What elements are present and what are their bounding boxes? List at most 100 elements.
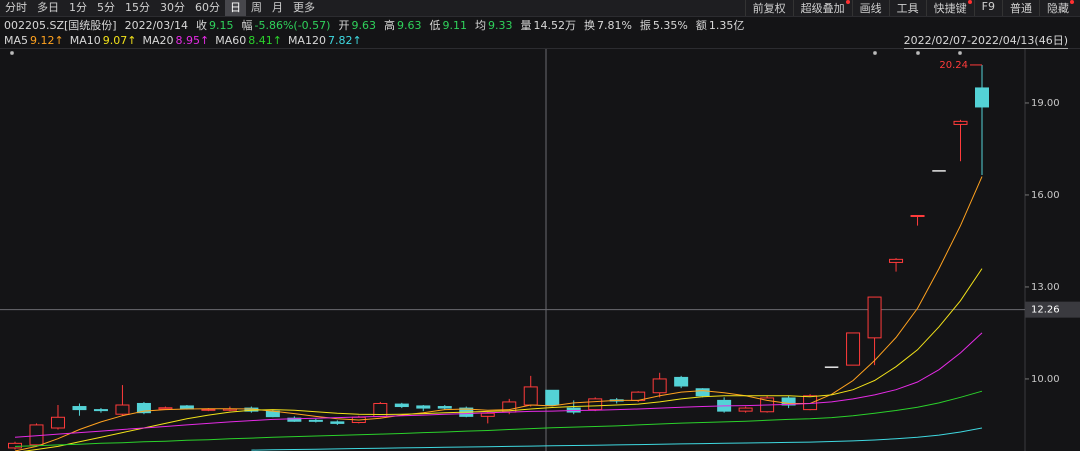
- candle-body: [824, 366, 839, 368]
- chart: 10.00 13.00 16.00 19.00 12.26 20.24: [0, 49, 1080, 451]
- period-tab[interactable]: 15分: [125, 1, 150, 14]
- field-label: 换: [583, 19, 595, 32]
- period-tab[interactable]: 1分: [69, 1, 87, 14]
- tool-button[interactable]: 画线: [851, 0, 889, 16]
- period-tab[interactable]: 分时: [5, 1, 27, 14]
- ma-line: [14, 176, 983, 451]
- field-value: 5.35%: [652, 19, 688, 32]
- star-marker: [958, 51, 962, 55]
- candle-body: [695, 388, 710, 397]
- legend-item: MA60 8.41↑: [215, 34, 282, 47]
- candle-body: [158, 407, 173, 410]
- quote-field: 开 9.63: [338, 17, 376, 33]
- period-tab[interactable]: 5分: [97, 1, 115, 14]
- field-label: 低: [429, 19, 441, 32]
- tools: 前复权 超级叠加 画线 工具 快捷键 F9 普通 隐藏: [744, 0, 1080, 16]
- tool-button[interactable]: F9: [973, 0, 1002, 16]
- legend-value: 8.41↑: [248, 34, 282, 47]
- tool-button[interactable]: 前复权: [744, 0, 793, 16]
- quote-field: 量 14.52万: [520, 17, 576, 33]
- field-value: 9.11: [442, 19, 467, 32]
- candle-body: [674, 376, 689, 387]
- candle-body: [437, 406, 452, 409]
- quote-field: 收 9.15: [196, 17, 234, 33]
- candle-body: [93, 409, 108, 412]
- period-tab[interactable]: 60分: [195, 1, 220, 14]
- tool-button[interactable]: 超级叠加: [792, 0, 852, 16]
- field-value: 14.52万: [533, 19, 576, 32]
- tool-button[interactable]: 隐藏: [1039, 0, 1076, 16]
- candle-body: [416, 405, 431, 409]
- period-tab[interactable]: 多日: [37, 1, 59, 14]
- candle-body: [867, 296, 882, 339]
- quote-field: 低 9.11: [429, 17, 467, 33]
- candle-body: [523, 386, 538, 406]
- ma-line: [14, 332, 983, 438]
- legend-name: MA120: [287, 34, 326, 47]
- period-tab[interactable]: 更多: [293, 1, 315, 14]
- quote-date: 2022/03/14: [124, 18, 188, 32]
- period-tab[interactable]: 30分: [160, 1, 185, 14]
- y-tick-label: 10.00: [1031, 374, 1060, 385]
- quote-field: 换 7.81%: [584, 17, 632, 33]
- candle-body: [738, 407, 753, 412]
- quote-bar: 002205.SZ[国统股份] 2022/03/14 收 9.15 幅 -5.86%(…: [0, 17, 1080, 33]
- quote-field: 振 5.35%: [640, 17, 688, 33]
- period-tabs: 分时 多日 1分 5分 15分 30分 60分日周月更多: [0, 0, 320, 16]
- legend-value: 9.07↑: [102, 34, 137, 47]
- candle-body: [72, 406, 87, 411]
- candle-body: [953, 120, 968, 125]
- y-tick-label: 16.00: [1031, 190, 1060, 201]
- candle-body: [781, 397, 796, 406]
- candle-body: [8, 442, 22, 449]
- quote-field: 均 9.33: [475, 17, 513, 33]
- field-value: 7.81%: [596, 19, 632, 32]
- field-label: 振: [639, 19, 651, 32]
- ma-line: [22, 268, 983, 451]
- legend-value: 8.95↑: [175, 34, 210, 47]
- period-tab[interactable]: 月: [272, 1, 283, 14]
- legend-value: 7.82↑: [327, 34, 362, 47]
- plot-area: [8, 64, 989, 451]
- stock-code: 002205.SZ[国统股份]: [4, 19, 117, 32]
- quote-field: 额 1.35亿: [696, 17, 745, 33]
- legend-item: MA20 8.95↑: [142, 34, 209, 47]
- candle-body: [545, 389, 560, 406]
- legend-item: MA120 7.82↑: [288, 34, 362, 47]
- star-marker: [873, 51, 877, 55]
- period-tab[interactable]: 周: [251, 1, 262, 14]
- field-value: 9.63: [396, 19, 422, 32]
- star-marker: [916, 51, 920, 55]
- field-label: 收: [196, 19, 207, 32]
- star-marker: [10, 51, 14, 55]
- high-label: 20.24: [939, 60, 968, 71]
- candle-body: [308, 419, 323, 422]
- legend-name: MA10: [69, 34, 101, 47]
- candle-body: [932, 170, 946, 172]
- tool-button[interactable]: 快捷键: [925, 0, 974, 16]
- field-label: 高: [383, 19, 395, 32]
- date-range[interactable]: 2022/02/07-2022/04/13(46日): [903, 34, 1068, 49]
- crosshair-label: 12.26: [1031, 305, 1060, 316]
- field-label: 额: [695, 19, 707, 32]
- field-label: 均: [474, 19, 486, 32]
- ma-line: [14, 390, 983, 447]
- crosshair-label-box: [1025, 301, 1080, 318]
- candle-body: [115, 404, 130, 415]
- period-tab[interactable]: 日: [225, 0, 246, 16]
- candle-body: [136, 402, 151, 414]
- quote-field: 高 9.63: [384, 17, 422, 33]
- legend-item: MA10 9.07↑: [70, 34, 137, 47]
- candle-body: [330, 421, 345, 424]
- tool-button[interactable]: 普通: [1002, 0, 1039, 16]
- ma-line: [251, 427, 983, 451]
- ma-legend: MA5 9.12↑ MA10 9.07↑ MA20 8.95↑ MA60 8.41↑ MA120…: [0, 33, 1080, 49]
- field-value: -5.86%(-0.57): [254, 19, 331, 32]
- field-label: 幅: [241, 19, 253, 32]
- y-tick-label: 13.00: [1031, 282, 1060, 293]
- candle-body: [846, 332, 861, 366]
- markers: [10, 51, 962, 55]
- tool-button[interactable]: 工具: [888, 0, 926, 16]
- candle-body: [394, 403, 409, 408]
